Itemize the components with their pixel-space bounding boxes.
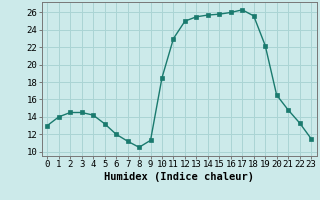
X-axis label: Humidex (Indice chaleur): Humidex (Indice chaleur) <box>104 172 254 182</box>
